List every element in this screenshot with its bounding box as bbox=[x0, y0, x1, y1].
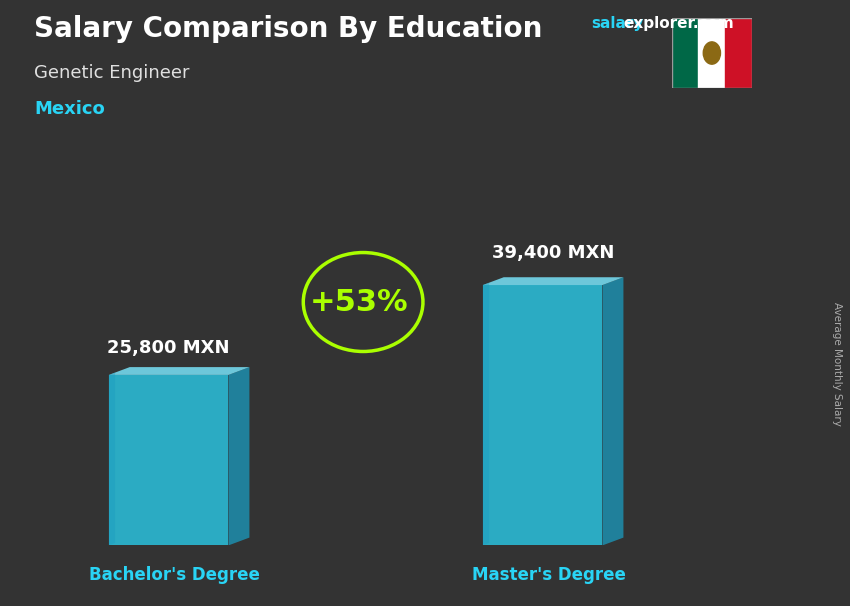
Text: salary: salary bbox=[591, 16, 643, 31]
Polygon shape bbox=[483, 277, 623, 285]
Polygon shape bbox=[109, 375, 229, 545]
Circle shape bbox=[703, 42, 721, 64]
Bar bbox=[672, 18, 699, 88]
Text: Bachelor's Degree: Bachelor's Degree bbox=[89, 566, 260, 584]
Polygon shape bbox=[483, 285, 603, 545]
Text: +53%: +53% bbox=[310, 287, 409, 316]
Text: Mexico: Mexico bbox=[34, 100, 105, 118]
Polygon shape bbox=[109, 373, 115, 545]
Text: Genetic Engineer: Genetic Engineer bbox=[34, 64, 190, 82]
Bar bbox=[725, 18, 752, 88]
Text: Salary Comparison By Education: Salary Comparison By Education bbox=[34, 15, 542, 43]
Polygon shape bbox=[483, 283, 489, 545]
Text: 39,400 MXN: 39,400 MXN bbox=[492, 244, 615, 262]
Text: 25,800 MXN: 25,800 MXN bbox=[107, 339, 230, 357]
Polygon shape bbox=[229, 367, 249, 545]
Text: Master's Degree: Master's Degree bbox=[472, 566, 626, 584]
Text: Average Monthly Salary: Average Monthly Salary bbox=[832, 302, 842, 425]
Bar bbox=[699, 18, 725, 88]
Polygon shape bbox=[109, 367, 249, 375]
Text: explorer.com: explorer.com bbox=[623, 16, 734, 31]
Polygon shape bbox=[603, 277, 623, 545]
